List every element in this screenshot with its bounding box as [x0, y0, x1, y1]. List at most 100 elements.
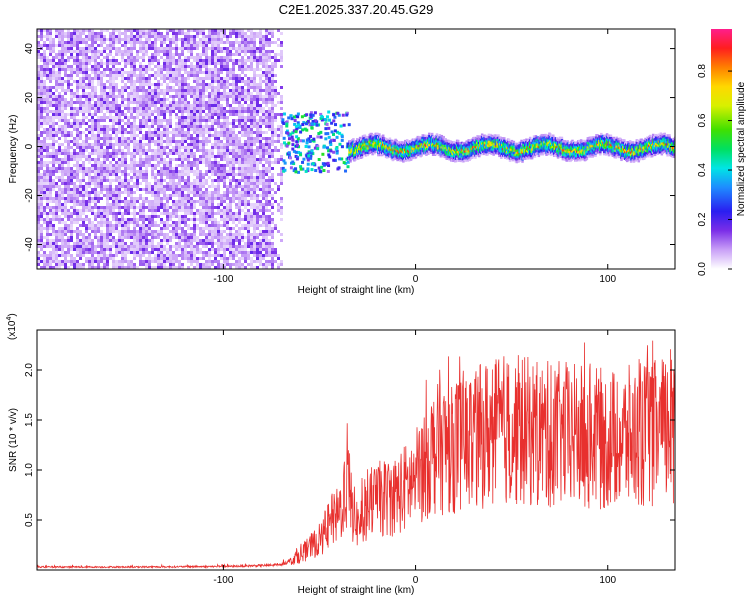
spectrogram-cell [178, 122, 181, 125]
spectrogram-cell [175, 254, 178, 257]
spectrogram-cell [196, 146, 199, 149]
spectrogram-cell [193, 245, 196, 248]
spectrogram-cell [76, 176, 79, 179]
spectrogram-cell [184, 44, 187, 47]
spectrogram-cell [52, 218, 55, 221]
spectrogram-cell [58, 44, 61, 47]
spectrogram-cell [37, 149, 40, 152]
spectrogram-cell [70, 92, 73, 95]
spectrogram-cell [97, 62, 100, 65]
spectrogram-cell [196, 86, 199, 89]
spectrogram-cell [133, 224, 136, 227]
spectrogram-cell [58, 41, 61, 44]
figure-title: C2E1.2025.337.20.45.G29 [279, 2, 434, 17]
spectrogram-cell [232, 86, 235, 89]
spectrogram-cell [49, 110, 52, 113]
spectrogram-cell [64, 32, 67, 35]
spectrogram-cell [223, 29, 226, 32]
spectrogram-cell [226, 215, 229, 218]
spectrogram-cell [76, 80, 79, 83]
spectrogram-cell [142, 71, 145, 74]
spectrogram-cell [163, 191, 166, 194]
spectrogram-cell [49, 95, 52, 98]
spectrogram-cell [103, 188, 106, 191]
spectrogram-cell [238, 182, 241, 185]
spectrogram-cell [178, 128, 181, 131]
spectrogram-cell [61, 116, 64, 119]
spectrogram-cell [145, 65, 148, 68]
spectrogram-cell [52, 41, 55, 44]
spectrogram-cell [220, 248, 223, 251]
spectrogram-cell [184, 188, 187, 191]
spectrogram-cell [130, 98, 133, 101]
spectrogram-cell [238, 218, 241, 221]
spectrogram-cell [187, 149, 190, 152]
spectrogram-cell [109, 32, 112, 35]
spectrogram-cell [169, 245, 172, 248]
spectrogram-cell [85, 257, 88, 260]
spectrogram-cell [106, 47, 109, 50]
spectrogram-cell [43, 164, 46, 167]
spectrogram-cell [202, 116, 205, 119]
spectrogram-cell [196, 137, 199, 140]
spectrogram-cell [133, 116, 136, 119]
spectrogram-cell [259, 68, 262, 71]
spectrogram-cell [238, 155, 241, 158]
spectrogram-cell [184, 62, 187, 65]
spectrogram-cell [100, 38, 103, 41]
spectrogram-cell [100, 125, 103, 128]
spectrogram-cell [184, 164, 187, 167]
spectrogram-cell [178, 152, 181, 155]
spectrogram-cell [37, 245, 40, 248]
spectrogram-cell [190, 47, 193, 50]
spectrogram-cell [226, 257, 229, 260]
spectrogram-cell [121, 38, 124, 41]
spectrogram-cell [118, 104, 121, 107]
spectrogram-cell [187, 242, 190, 245]
spectrogram-cell [151, 125, 154, 128]
spectrogram-cell [115, 38, 118, 41]
spectrogram-cell [166, 251, 169, 254]
spectrogram-cell [229, 248, 232, 251]
spectrogram-cell [127, 29, 130, 32]
spectrogram-cell [148, 260, 151, 263]
spectrogram-cell [106, 209, 109, 212]
spectrogram-cell [253, 50, 256, 53]
spectrogram-cell [175, 167, 178, 170]
spectrogram-cell [235, 35, 238, 38]
spectrogram-cell [241, 179, 244, 182]
spectrogram-cell [115, 227, 118, 230]
spectrogram-cell [103, 152, 106, 155]
spectrogram-cell [205, 233, 208, 236]
spectrogram-cell [184, 38, 187, 41]
spectrogram-cell [49, 263, 52, 266]
spectrogram-cell [178, 71, 181, 74]
spectrogram-cell [217, 188, 220, 191]
spectrogram-cell [157, 236, 160, 239]
spectrogram-cell [250, 32, 253, 35]
spectrogram-cell [133, 143, 136, 146]
spectrogram-cell [217, 182, 220, 185]
spectrogram-cell [73, 176, 76, 179]
spectrogram-cell [136, 38, 139, 41]
spectrogram-cell [238, 149, 241, 152]
spectrogram-cell [82, 266, 85, 269]
spectrogram-cell [151, 212, 154, 215]
spectrogram-cell [94, 122, 97, 125]
spectrogram-cell [160, 161, 163, 164]
spectrogram-cell [214, 53, 217, 56]
spectrogram-cell [253, 239, 256, 242]
spectrogram-cell [166, 254, 169, 257]
spectrogram-cell [202, 251, 205, 254]
spectrogram-cell [193, 239, 196, 242]
spectrogram-cell [130, 221, 133, 224]
spectrogram-cell [214, 194, 217, 197]
spectrogram-cell [217, 98, 220, 101]
spectrogram-cell [256, 131, 259, 134]
spectrogram-cell [205, 35, 208, 38]
spectrogram-cell [169, 38, 172, 41]
spectrogram-cell [43, 80, 46, 83]
spectrogram-cell [160, 137, 163, 140]
spectrogram-cell [160, 140, 163, 143]
spectrogram-cell [67, 104, 70, 107]
